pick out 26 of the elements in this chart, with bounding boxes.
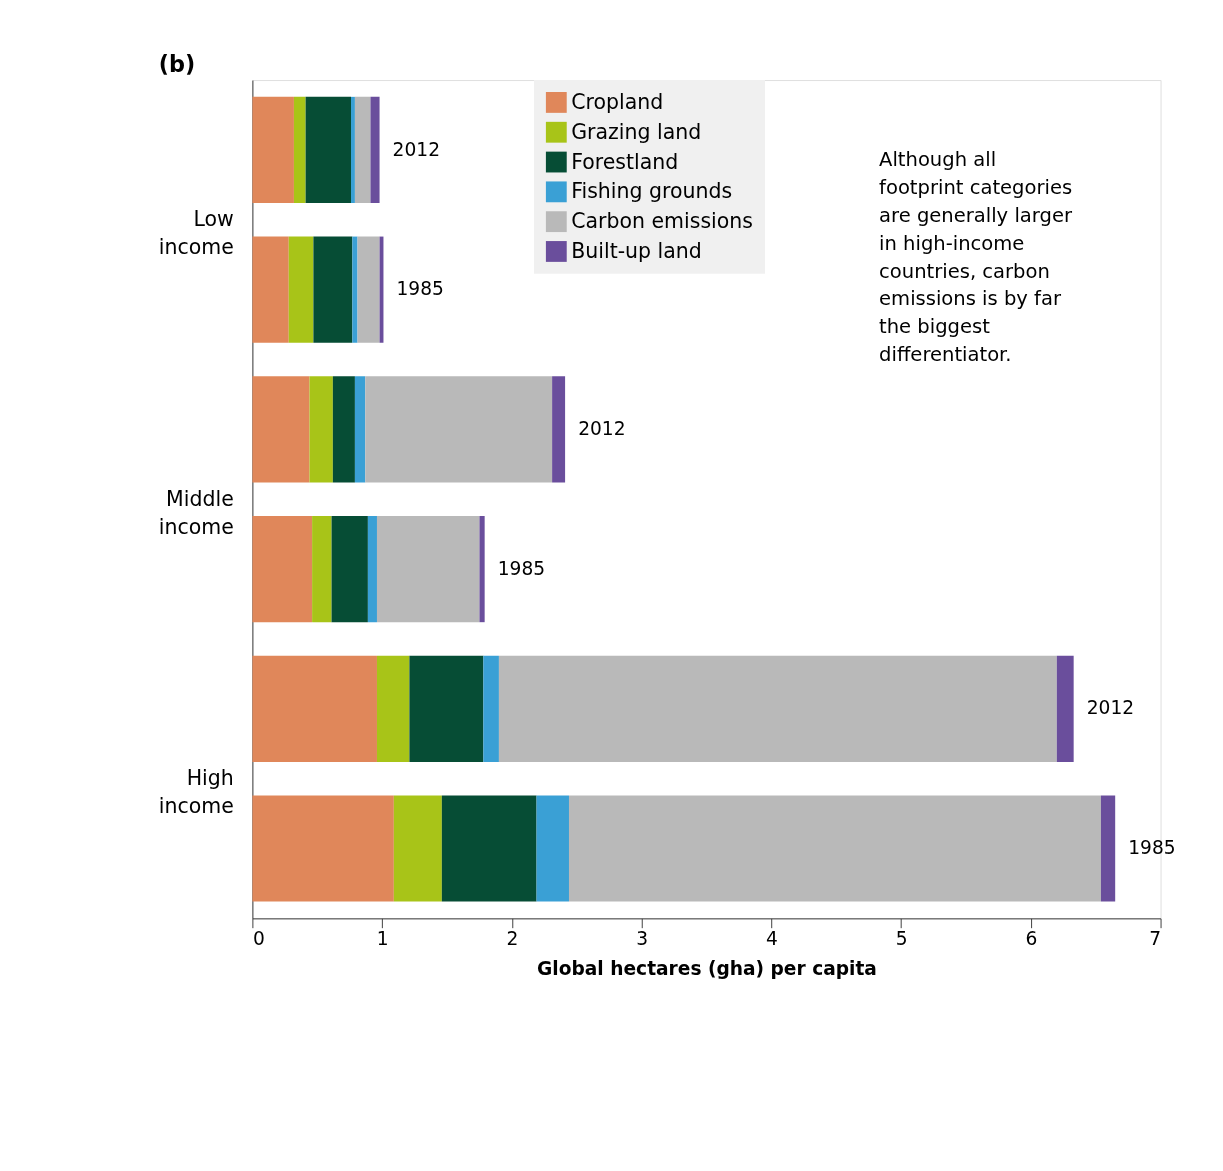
y-tick-label: 2012 bbox=[578, 417, 626, 439]
x-tick-label: 3 bbox=[636, 927, 649, 949]
x-tick-label: 1 bbox=[376, 927, 389, 949]
x-tick-label: 5 bbox=[895, 927, 908, 949]
legend-label: Grazing land bbox=[571, 119, 702, 144]
legend-label: Carbon emissions bbox=[571, 209, 753, 234]
text: High income bbox=[158, 766, 234, 819]
legend-label: Cropland bbox=[571, 89, 664, 114]
x-tick-label: 7 bbox=[1149, 927, 1162, 949]
legend-label: Fishing grounds bbox=[571, 179, 733, 204]
annotation: Although all footprint categories are generally larger in high-income countries, carbon emissions is by far the biggest differentiator. bbox=[879, 147, 1073, 367]
text: Middle income bbox=[158, 486, 234, 539]
x-tick-label: 6 bbox=[1025, 927, 1038, 949]
y-tick-label: 1985 bbox=[396, 278, 444, 300]
chart-title: (b) bbox=[158, 50, 196, 77]
y-tick-label: 2012 bbox=[392, 138, 440, 160]
y-tick-label: 1985 bbox=[497, 557, 546, 579]
legend-label: Built-up land bbox=[571, 238, 702, 263]
x-tick-label: 0 bbox=[252, 927, 265, 949]
y-tick-label: 1985 bbox=[1128, 837, 1176, 859]
x-tick-label: 4 bbox=[765, 927, 778, 949]
x-axis-title: Global hectares (gha) per capita bbox=[537, 957, 877, 979]
x-tick-label: 2 bbox=[506, 927, 519, 949]
legend-label: Forestland bbox=[571, 149, 679, 174]
y-tick-label: 2012 bbox=[1086, 697, 1135, 719]
text: Low income bbox=[158, 207, 234, 260]
